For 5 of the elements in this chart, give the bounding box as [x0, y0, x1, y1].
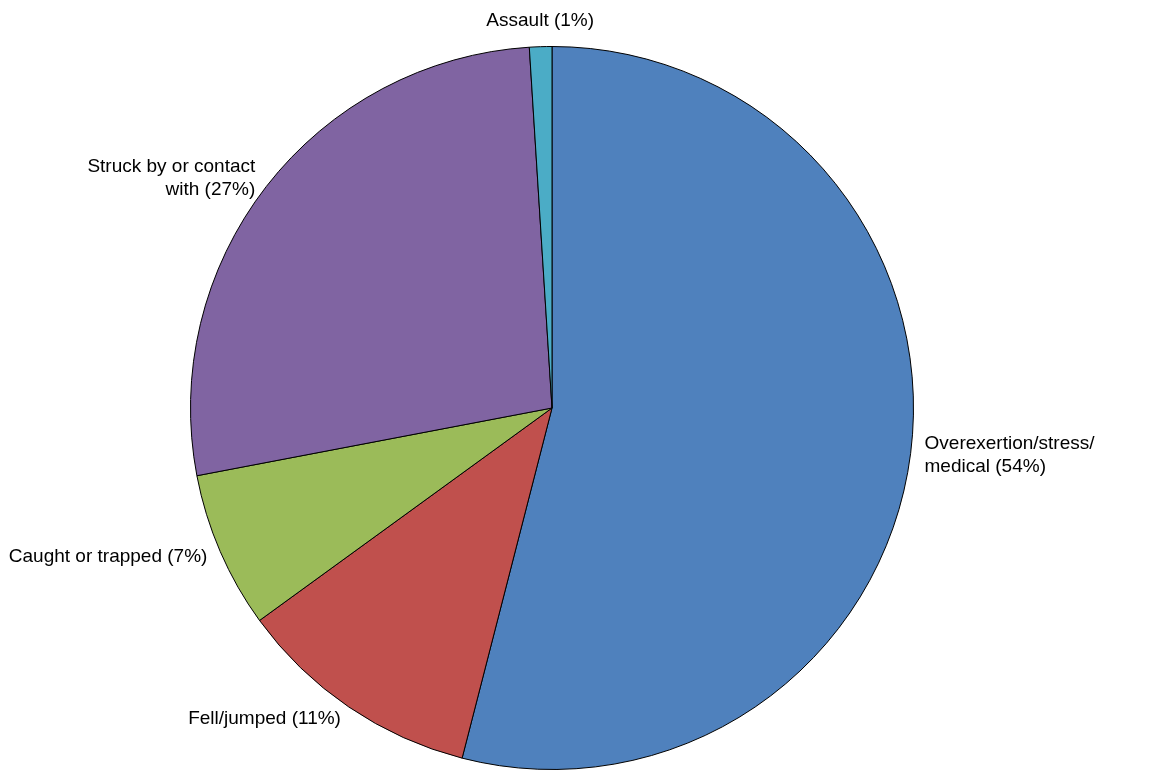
slice-label: Fell/jumped (11%): [188, 706, 341, 728]
slice-label: Assault (1%): [486, 9, 595, 31]
slice-label: Overexertion/stress/ medical (54%): [924, 431, 1096, 476]
slice-label: Struck by or contact with (27%): [87, 154, 257, 199]
slice-label: Caught or trapped (7%): [8, 545, 208, 567]
